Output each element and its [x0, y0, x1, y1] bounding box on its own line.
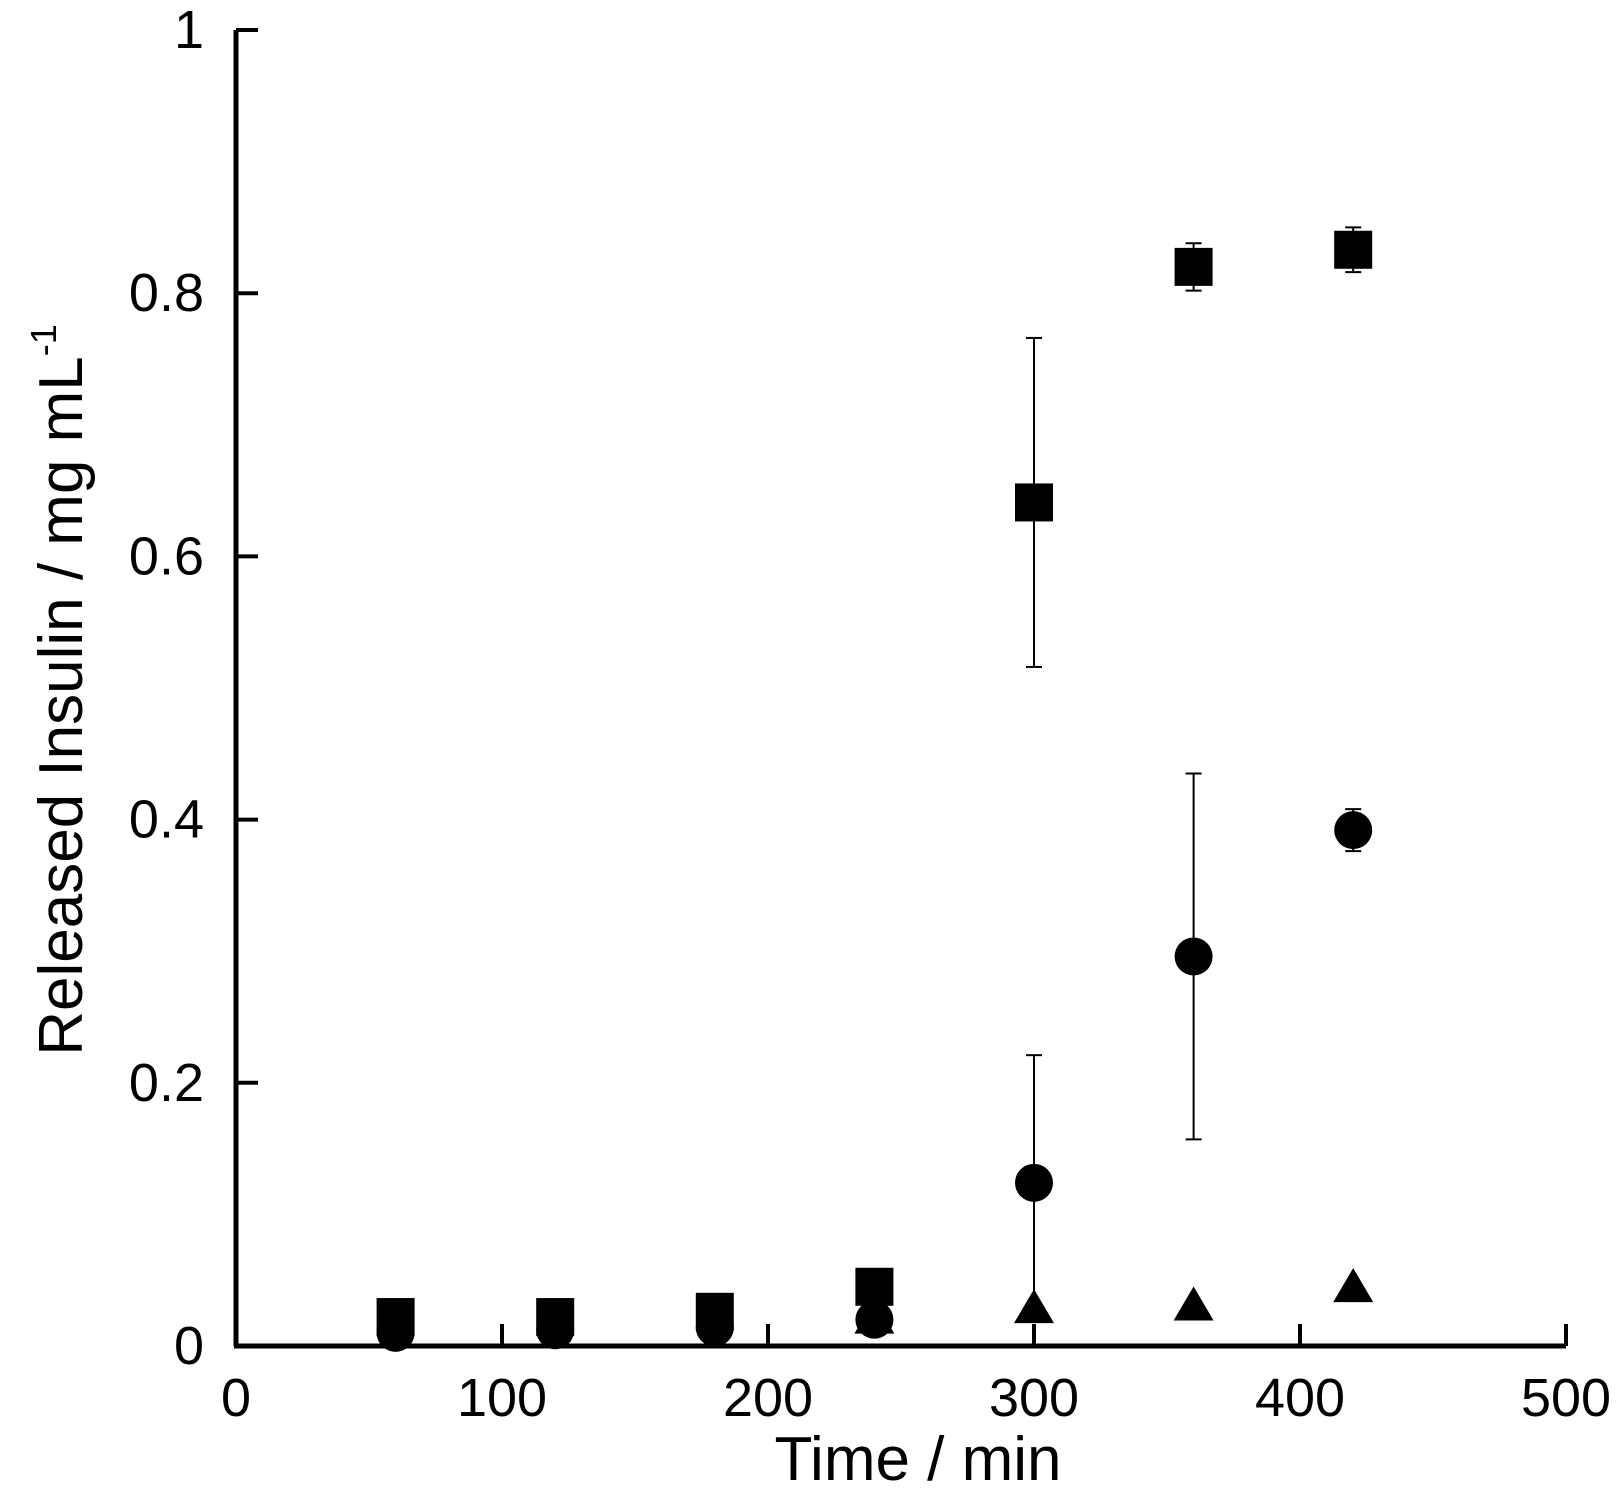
x-tick-label: 0	[221, 1368, 251, 1428]
y-tick-label: 0.6	[129, 526, 204, 586]
y-tick-label: 1	[174, 0, 204, 60]
x-tick-label: 200	[723, 1368, 813, 1428]
y-tick-label: 0.2	[129, 1053, 204, 1113]
triangle-marker	[854, 1299, 895, 1334]
error-bars	[1026, 226, 1362, 1312]
triangle-marker	[1014, 1289, 1054, 1324]
circle-marker	[376, 1313, 415, 1352]
circle-marker	[1015, 1163, 1053, 1202]
x-tick-label: 500	[1521, 1368, 1611, 1428]
square-marker	[1174, 247, 1213, 286]
circle-marker	[536, 1311, 575, 1350]
y-axis-title-text: Released Insulin / mg mL	[27, 356, 96, 1056]
y-axis-title: Released Insulin / mg mL-1	[23, 324, 96, 1056]
data-markers	[376, 230, 1374, 1352]
x-tick-label: 100	[457, 1368, 547, 1428]
x-tick-label: 300	[989, 1368, 1079, 1428]
square-marker	[855, 1267, 894, 1306]
triangle-marker	[1333, 1268, 1374, 1303]
circle-marker	[695, 1308, 734, 1347]
ticks: 0 100 200 300 400 500 0 0.2 0.4 0.6 0.8 1	[129, 0, 1611, 1428]
y-tick-label: 0.8	[129, 263, 204, 323]
circle-marker	[1334, 811, 1373, 850]
y-tick-label: 0.4	[129, 790, 204, 850]
axes	[233, 30, 1566, 1349]
y-axis-title-superscript: -1	[23, 324, 64, 356]
square-marker	[1334, 230, 1373, 269]
y-tick-label: 0	[174, 1316, 204, 1376]
circle-marker	[1174, 937, 1213, 976]
triangle-marker	[1173, 1286, 1214, 1321]
square-marker	[1015, 483, 1053, 522]
x-axis-title: Time / min	[774, 1425, 1061, 1493]
x-tick-label: 400	[1255, 1368, 1345, 1428]
